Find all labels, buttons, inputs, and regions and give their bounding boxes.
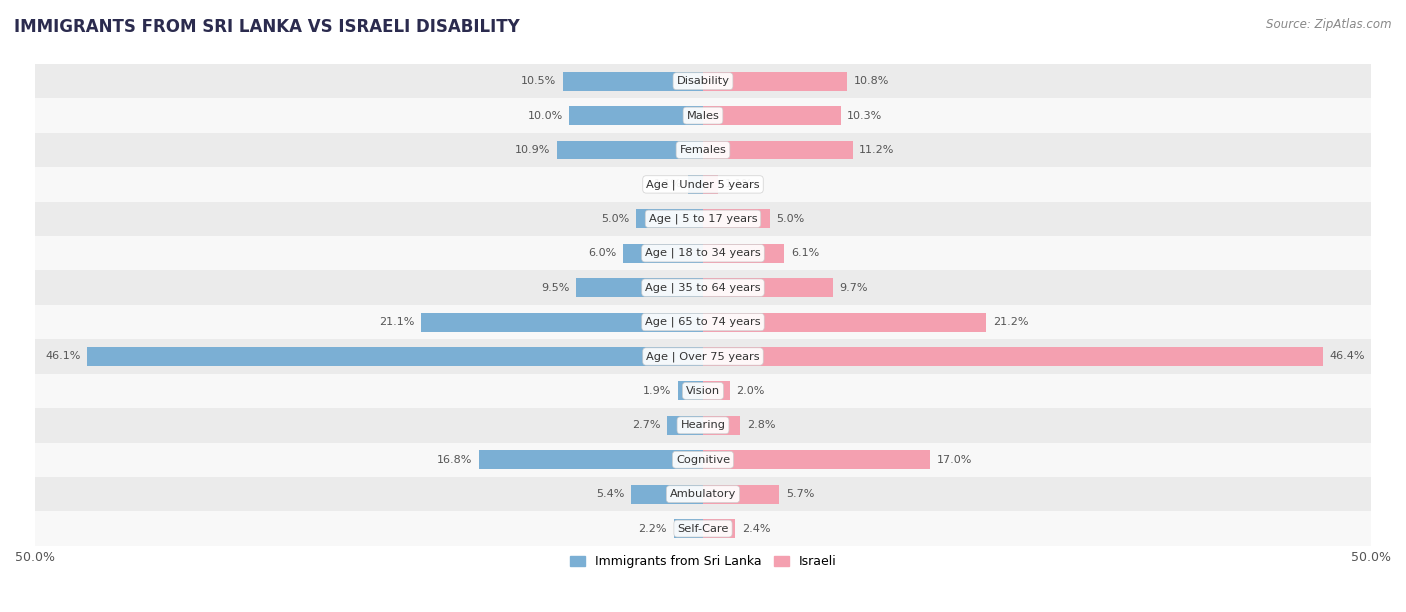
- Text: 10.5%: 10.5%: [520, 76, 555, 86]
- Bar: [703, 106, 841, 125]
- Bar: [623, 244, 703, 263]
- Text: Source: ZipAtlas.com: Source: ZipAtlas.com: [1267, 18, 1392, 31]
- Bar: [703, 278, 832, 297]
- Bar: [576, 278, 703, 297]
- Bar: [35, 339, 1371, 374]
- Bar: [703, 519, 735, 538]
- Bar: [703, 381, 730, 400]
- Bar: [422, 313, 703, 332]
- Bar: [35, 236, 1371, 271]
- Text: 6.0%: 6.0%: [588, 248, 616, 258]
- Bar: [673, 519, 703, 538]
- Text: Age | 18 to 34 years: Age | 18 to 34 years: [645, 248, 761, 258]
- Text: Age | 35 to 64 years: Age | 35 to 64 years: [645, 282, 761, 293]
- Bar: [35, 512, 1371, 546]
- Text: 2.8%: 2.8%: [747, 420, 776, 430]
- Text: 2.4%: 2.4%: [742, 524, 770, 534]
- Bar: [703, 175, 717, 194]
- Bar: [35, 64, 1371, 99]
- Bar: [689, 175, 703, 194]
- Text: 5.0%: 5.0%: [602, 214, 630, 224]
- Text: 10.8%: 10.8%: [853, 76, 890, 86]
- Text: Males: Males: [686, 111, 720, 121]
- Bar: [35, 201, 1371, 236]
- Text: 5.4%: 5.4%: [596, 489, 624, 499]
- Bar: [35, 374, 1371, 408]
- Bar: [703, 416, 741, 435]
- Text: Self-Care: Self-Care: [678, 524, 728, 534]
- Bar: [678, 381, 703, 400]
- Text: Hearing: Hearing: [681, 420, 725, 430]
- Bar: [35, 271, 1371, 305]
- Bar: [478, 450, 703, 469]
- Legend: Immigrants from Sri Lanka, Israeli: Immigrants from Sri Lanka, Israeli: [565, 550, 841, 573]
- Text: Age | 5 to 17 years: Age | 5 to 17 years: [648, 214, 758, 224]
- Text: 2.2%: 2.2%: [638, 524, 666, 534]
- Bar: [35, 99, 1371, 133]
- Text: 46.1%: 46.1%: [45, 351, 80, 362]
- Text: Females: Females: [679, 145, 727, 155]
- Text: 9.7%: 9.7%: [839, 283, 868, 293]
- Text: Disability: Disability: [676, 76, 730, 86]
- Bar: [703, 244, 785, 263]
- Text: 10.3%: 10.3%: [848, 111, 883, 121]
- Text: Vision: Vision: [686, 386, 720, 396]
- Text: 10.9%: 10.9%: [516, 145, 551, 155]
- Bar: [557, 141, 703, 160]
- Text: Ambulatory: Ambulatory: [669, 489, 737, 499]
- Bar: [35, 167, 1371, 201]
- Bar: [703, 72, 848, 91]
- Bar: [703, 313, 986, 332]
- Text: 21.1%: 21.1%: [380, 317, 415, 327]
- Text: Age | Under 5 years: Age | Under 5 years: [647, 179, 759, 190]
- Text: IMMIGRANTS FROM SRI LANKA VS ISRAELI DISABILITY: IMMIGRANTS FROM SRI LANKA VS ISRAELI DIS…: [14, 18, 520, 36]
- Bar: [562, 72, 703, 91]
- Text: 9.5%: 9.5%: [541, 283, 569, 293]
- Bar: [35, 305, 1371, 339]
- Bar: [703, 141, 852, 160]
- Text: 1.1%: 1.1%: [654, 179, 682, 190]
- Bar: [636, 209, 703, 228]
- Text: 46.4%: 46.4%: [1330, 351, 1365, 362]
- Text: 17.0%: 17.0%: [936, 455, 972, 465]
- Text: 21.2%: 21.2%: [993, 317, 1028, 327]
- Text: 6.1%: 6.1%: [792, 248, 820, 258]
- Bar: [35, 408, 1371, 442]
- Text: 2.0%: 2.0%: [737, 386, 765, 396]
- Text: 16.8%: 16.8%: [436, 455, 472, 465]
- Text: 2.7%: 2.7%: [631, 420, 661, 430]
- Bar: [666, 416, 703, 435]
- Text: 10.0%: 10.0%: [527, 111, 562, 121]
- Bar: [631, 485, 703, 504]
- Bar: [703, 347, 1323, 366]
- Text: Cognitive: Cognitive: [676, 455, 730, 465]
- Bar: [35, 477, 1371, 512]
- Bar: [35, 442, 1371, 477]
- Bar: [35, 133, 1371, 167]
- Text: Age | 65 to 74 years: Age | 65 to 74 years: [645, 317, 761, 327]
- Text: 11.2%: 11.2%: [859, 145, 894, 155]
- Text: 1.9%: 1.9%: [643, 386, 671, 396]
- Text: 1.1%: 1.1%: [724, 179, 752, 190]
- Bar: [87, 347, 703, 366]
- Text: Age | Over 75 years: Age | Over 75 years: [647, 351, 759, 362]
- Text: 5.7%: 5.7%: [786, 489, 814, 499]
- Bar: [703, 209, 770, 228]
- Bar: [703, 450, 931, 469]
- Bar: [703, 485, 779, 504]
- Text: 5.0%: 5.0%: [776, 214, 804, 224]
- Bar: [569, 106, 703, 125]
